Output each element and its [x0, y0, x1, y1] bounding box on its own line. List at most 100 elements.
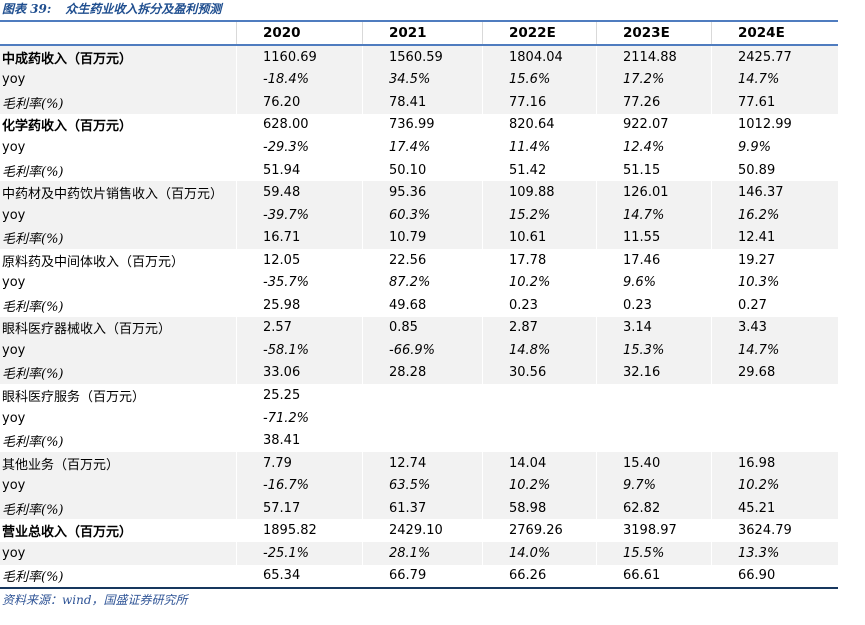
- table-row: yoy -16.7% 63.5% 10.2% 9.7% 10.2%: [0, 474, 838, 497]
- value-cell: 16.71: [236, 226, 362, 249]
- value-cell: 1160.69: [236, 46, 362, 69]
- value-cell: 14.7%: [711, 68, 838, 92]
- value-cell: 10.61: [482, 226, 596, 249]
- value-cell: 1012.99: [711, 113, 838, 137]
- value-cell: 9.9%: [711, 136, 838, 159]
- value-cell: 50.89: [711, 158, 838, 182]
- value-cell: 60.3%: [362, 203, 482, 227]
- table-row: yoy -25.1% 28.1% 14.0% 15.5% 13.3%: [0, 542, 838, 565]
- value-cell: 17.2%: [596, 68, 711, 92]
- value-cell: 15.5%: [596, 542, 711, 565]
- value-cell: [482, 384, 596, 407]
- figure-title-text: 众生药业收入拆分及盈利预测: [65, 2, 222, 16]
- value-cell: [362, 406, 482, 430]
- table-row: yoy -39.7% 60.3% 15.2% 14.7% 16.2%: [0, 203, 838, 227]
- header-cell-year: 2021: [362, 22, 482, 44]
- value-cell: 1560.59: [362, 46, 482, 69]
- value-cell: 0.23: [482, 294, 596, 317]
- value-cell: -25.1%: [236, 542, 362, 565]
- row-label-cell: 毛利率(%): [2, 435, 64, 451]
- value-cell: 50.10: [362, 158, 482, 182]
- table-header-row: 2020 2021 2022E 2023E 2024E: [0, 22, 838, 46]
- table-row: yoy -58.1% -66.9% 14.8% 15.3% 14.7%: [0, 339, 838, 362]
- row-label-cell: 毛利率(%): [2, 96, 64, 112]
- value-cell: 2114.88: [596, 46, 711, 69]
- value-cell: 87.2%: [362, 271, 482, 295]
- row-label-cell: 毛利率(%): [2, 570, 64, 586]
- table-row: 营业总收入（百万元） 1895.82 2429.10 2769.26 3198.97 36…: [0, 519, 838, 543]
- value-cell: 3.14: [596, 316, 711, 340]
- value-cell: 77.26: [596, 91, 711, 114]
- value-cell: 9.7%: [596, 474, 711, 497]
- value-cell: -71.2%: [236, 406, 362, 430]
- value-cell: 17.4%: [362, 136, 482, 159]
- table-row: 眼科医疗服务（百万元） 25.25: [0, 384, 838, 407]
- value-cell: 15.6%: [482, 68, 596, 92]
- row-label-cell: 眼科医疗器械收入（百万元）: [2, 322, 172, 338]
- value-cell: -35.7%: [236, 271, 362, 295]
- value-cell: [362, 384, 482, 407]
- row-label-cell: 原料药及中间体收入（百万元）: [2, 254, 185, 270]
- value-cell: 1804.04: [482, 46, 596, 69]
- value-cell: 51.15: [596, 158, 711, 182]
- value-cell: 10.3%: [711, 271, 838, 295]
- value-cell: 59.48: [236, 181, 362, 204]
- header-cell-year: 2020: [236, 22, 362, 44]
- value-cell: 14.8%: [482, 339, 596, 362]
- value-cell: 25.25: [236, 384, 362, 407]
- row-label-cell: yoy: [2, 410, 26, 426]
- value-cell: 22.56: [362, 248, 482, 272]
- table-row: 中药材及中药饮片销售收入（百万元） 59.48 95.36 109.88 126.01 1…: [0, 181, 838, 204]
- value-cell: [711, 429, 838, 452]
- row-label-cell: 毛利率(%): [2, 299, 64, 315]
- value-cell: 0.85: [362, 316, 482, 340]
- table-row: yoy -71.2%: [0, 406, 838, 430]
- value-cell: 16.2%: [711, 203, 838, 227]
- value-cell: 38.41: [236, 429, 362, 452]
- value-cell: 57.17: [236, 496, 362, 520]
- value-cell: 61.37: [362, 496, 482, 520]
- value-cell: 14.7%: [711, 339, 838, 362]
- value-cell: 12.4%: [596, 136, 711, 159]
- row-label-cell: 中成药收入（百万元）: [2, 51, 133, 67]
- table-row: 毛利率(%) 65.34 66.79 66.26 66.61 66.90: [0, 564, 838, 588]
- value-cell: 14.7%: [596, 203, 711, 227]
- table-row: 原料药及中间体收入（百万元） 12.05 22.56 17.78 17.46 19.27: [0, 248, 838, 272]
- value-cell: 15.3%: [596, 339, 711, 362]
- value-cell: 77.61: [711, 91, 838, 114]
- value-cell: 66.79: [362, 564, 482, 588]
- row-label-cell: yoy: [2, 139, 26, 155]
- header-cell-year: 2024E: [711, 22, 838, 44]
- value-cell: 51.94: [236, 158, 362, 182]
- value-cell: 0.27: [711, 294, 838, 317]
- value-cell: -29.3%: [236, 136, 362, 159]
- value-cell: 14.0%: [482, 542, 596, 565]
- row-label-cell: 化学药收入（百万元）: [2, 119, 133, 135]
- row-label-cell: 其他业务（百万元）: [2, 457, 120, 473]
- value-cell: [482, 429, 596, 452]
- value-cell: 3.43: [711, 316, 838, 340]
- row-label-cell: yoy: [2, 342, 26, 358]
- value-cell: 12.41: [711, 226, 838, 249]
- value-cell: 126.01: [596, 181, 711, 204]
- row-label-cell: yoy: [2, 275, 26, 291]
- value-cell: 2.87: [482, 316, 596, 340]
- header-cell-empty: [0, 22, 236, 44]
- value-cell: 2769.26: [482, 519, 596, 543]
- value-cell: 49.68: [362, 294, 482, 317]
- value-cell: 77.16: [482, 91, 596, 114]
- row-label-cell: 毛利率(%): [2, 502, 64, 518]
- row-label-cell: 眼科医疗服务（百万元）: [2, 389, 146, 405]
- value-cell: 58.98: [482, 496, 596, 520]
- row-label-cell: 毛利率(%): [2, 232, 64, 248]
- table-row: yoy -18.4% 34.5% 15.6% 17.2% 14.7%: [0, 68, 838, 92]
- value-cell: 736.99: [362, 113, 482, 137]
- value-cell: [596, 429, 711, 452]
- value-cell: 3624.79: [711, 519, 838, 543]
- value-cell: 1895.82: [236, 519, 362, 543]
- value-cell: 146.37: [711, 181, 838, 204]
- row-label-cell: yoy: [2, 72, 26, 88]
- value-cell: 15.40: [596, 451, 711, 475]
- table-row: 中成药收入（百万元） 1160.69 1560.59 1804.04 2114.88 24…: [0, 46, 838, 69]
